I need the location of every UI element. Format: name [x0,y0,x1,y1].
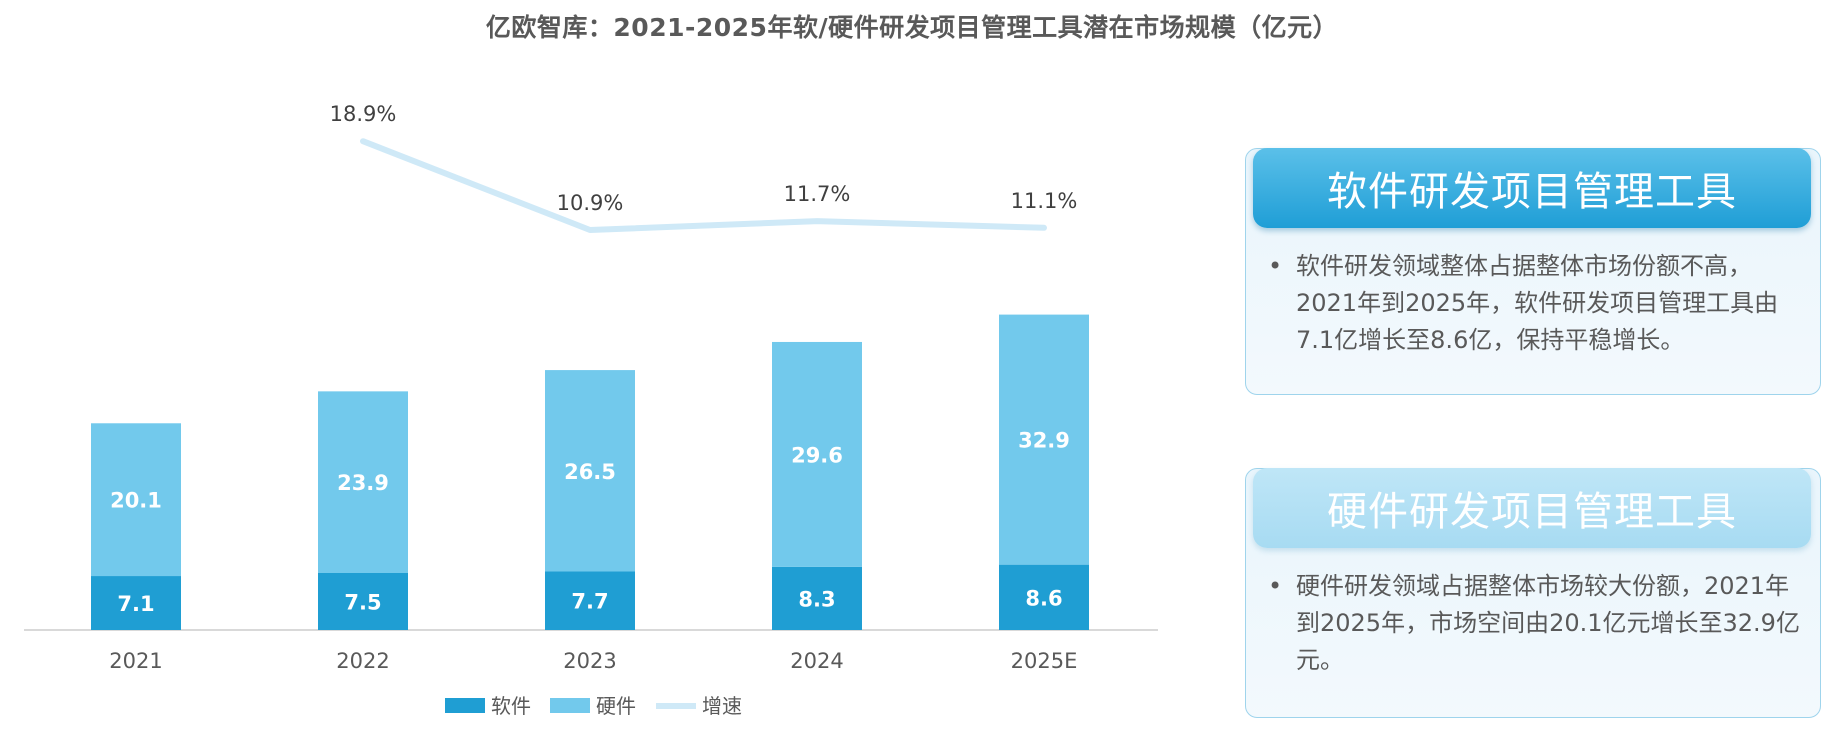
bar-software [772,566,862,630]
legend-swatch-hardware [550,698,590,713]
software-card-text: 软件研发领域整体占据整体市场份额不高，2021年到2025年，软件研发项目管理工… [1296,252,1779,354]
x-tick-label: 2023 [563,649,616,673]
data-label-hardware: 26.5 [564,460,616,484]
bar-software [545,571,635,630]
hardware-card-text: 硬件研发领域占据整体市场较大份额，2021年到2025年，市场空间由20.1亿元… [1296,572,1800,674]
x-tick-label: 2024 [790,649,843,673]
data-label-software: 7.5 [344,591,381,615]
data-label-hardware: 32.9 [1018,429,1070,453]
chart-title: 亿欧智库：2021-2025年软/硬件研发项目管理工具潜在市场规模（亿元） [485,13,1339,42]
growth-rate-label: 11.1% [1011,189,1078,213]
x-tick-label: 2022 [336,649,389,673]
bar-hardware [318,391,408,573]
hardware-card-bullet: • 硬件研发领域占据整体市场较大份额，2021年到2025年，市场空间由20.1… [1268,568,1800,679]
data-label-hardware: 29.6 [791,443,843,467]
growth-rate-label: 10.9% [557,191,624,215]
x-tick-label: 2021 [109,649,162,673]
bar-hardware [772,341,862,567]
data-label-hardware: 20.1 [110,489,162,513]
growth-rate-line [360,138,1047,233]
legend-swatch-software [445,698,485,713]
legend-label-hardware: 硬件 [596,694,636,718]
growth-rate-label: 18.9% [330,102,397,126]
bar-software [999,564,1089,630]
data-label-software: 8.6 [1025,586,1062,610]
bullet-dot: • [1268,252,1283,280]
bar-hardware [91,423,181,577]
legend-label-software: 软件 [491,694,531,718]
bar-software [91,576,181,630]
bar-software [318,573,408,630]
software-card-heading: 软件研发项目管理工具 [1253,148,1811,228]
data-label-software: 7.7 [571,590,608,614]
data-label-software: 7.1 [117,592,154,616]
bar-hardware [545,370,635,572]
data-label-software: 8.3 [798,587,835,611]
software-card-bullet: • 软件研发领域整体占据整体市场份额不高，2021年到2025年，软件研发项目管… [1268,248,1800,359]
data-label-hardware: 23.9 [337,471,389,495]
growth-rate-label: 11.7% [784,182,851,206]
stacked-bar-chart: 7.1 20.1 2021 7.5 23.9 2022 7.7 26.5 2023 8.3 29.6… [24,102,1158,718]
x-tick-label: 2025E [1011,649,1078,673]
bullet-dot: • [1268,572,1283,600]
legend-label-growth: 增速 [702,694,742,718]
bar-hardware [999,314,1089,565]
hardware-card-heading: 硬件研发项目管理工具 [1253,468,1811,548]
